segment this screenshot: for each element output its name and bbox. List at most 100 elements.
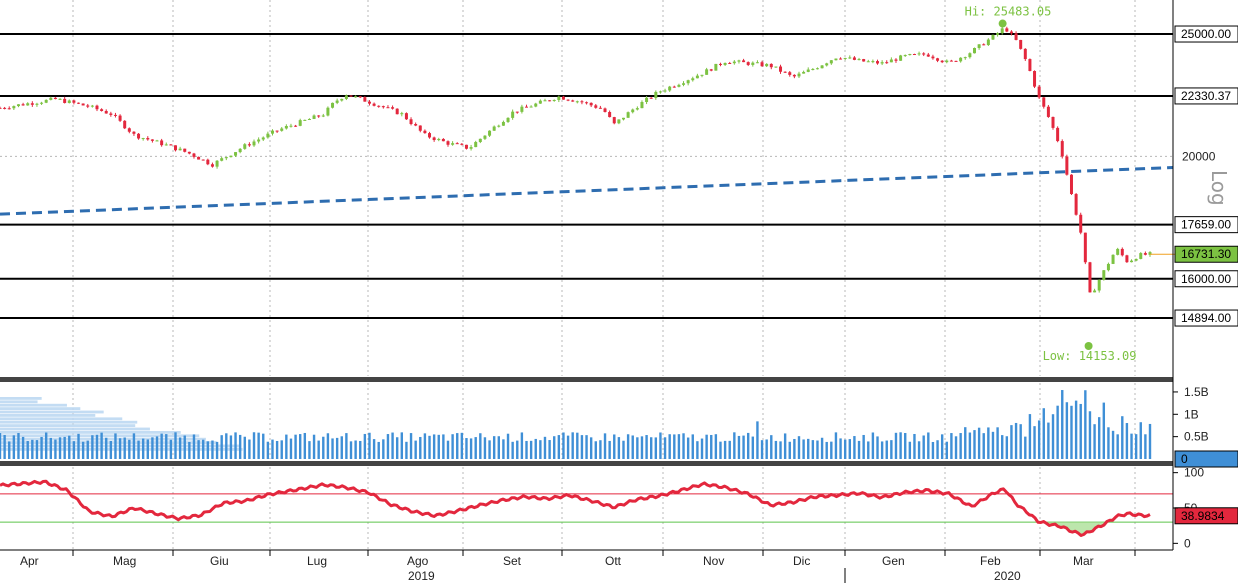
candle-body	[825, 63, 829, 66]
volume-bar	[839, 438, 842, 459]
candle-body	[908, 54, 912, 56]
year-label: 2019	[408, 569, 435, 583]
volume-bar	[516, 440, 519, 459]
candle-body	[871, 61, 875, 63]
volume-bar	[1084, 390, 1087, 459]
candle-body	[118, 115, 122, 121]
candle-body	[192, 153, 196, 157]
candle-body	[44, 99, 48, 103]
candle-body	[792, 74, 796, 77]
volume-bar	[1116, 434, 1119, 459]
candle-body	[1125, 255, 1129, 263]
volume-bar	[1102, 402, 1106, 459]
volume-bar	[820, 437, 824, 459]
candle-body	[344, 95, 348, 99]
candle-body	[931, 56, 935, 59]
rsi-last-tag-box	[1174, 507, 1238, 525]
volume-bars	[0, 390, 1152, 459]
candle-body	[1143, 253, 1147, 255]
volume-bar	[511, 441, 514, 459]
candle-body	[478, 138, 482, 143]
candle-body	[534, 103, 538, 107]
pane-separator-handle[interactable]	[0, 461, 1173, 466]
candle-body	[834, 58, 838, 61]
volume-profile-bar	[0, 427, 150, 431]
level-tag-box	[1174, 216, 1238, 234]
volume-profile-bar	[0, 400, 38, 404]
volume-bar	[1061, 390, 1064, 459]
candle-body	[585, 102, 589, 104]
volume-bar	[756, 421, 759, 459]
volume-bar	[266, 441, 270, 459]
volume-bar	[770, 435, 773, 459]
candle-body	[1106, 263, 1110, 271]
candle-body	[598, 107, 602, 109]
volume-bar	[853, 436, 856, 459]
volume-bar	[862, 434, 865, 459]
candle-body	[224, 157, 228, 159]
volume-bar	[991, 431, 995, 459]
volume-bar	[377, 441, 380, 459]
candle-body	[30, 103, 34, 105]
volume-bar	[825, 441, 828, 459]
candle-body	[511, 111, 515, 118]
volume-bar	[1134, 434, 1138, 459]
volume-bar	[571, 432, 574, 459]
volume-bar	[954, 436, 958, 459]
candle-body	[728, 62, 732, 64]
price-tick-label: 20000	[1182, 149, 1216, 163]
candle-body	[363, 97, 367, 102]
volume-bar	[589, 437, 593, 459]
high-label: Hi: 25483.05	[965, 5, 1052, 19]
volume-bar	[950, 433, 953, 459]
candle-body	[257, 139, 261, 142]
volume-bar	[234, 432, 237, 459]
candle-body	[1116, 248, 1120, 255]
volume-bar	[599, 440, 602, 459]
volume-bar	[109, 441, 113, 459]
volume-bar	[1093, 424, 1096, 459]
volume-tick-label: 1.5B	[1184, 385, 1209, 399]
candle-body	[677, 84, 681, 87]
candle-body	[839, 58, 843, 60]
volume-bar	[890, 440, 893, 459]
candle-body	[123, 120, 127, 129]
candle-body	[635, 108, 639, 110]
volume-bar	[1024, 436, 1027, 459]
candle-body	[788, 72, 792, 75]
volume-profile-bar	[0, 441, 217, 444]
volume-bar	[3, 435, 6, 459]
pane-separator-handle[interactable]	[0, 377, 1173, 382]
candle-body	[400, 113, 404, 115]
volume-bar	[710, 434, 713, 459]
candle-body	[381, 106, 385, 108]
year-label: 2020	[994, 569, 1021, 583]
candle-body	[1056, 127, 1060, 142]
volume-bar	[220, 435, 223, 459]
volume-bar	[206, 441, 210, 459]
candle-body	[155, 140, 159, 142]
volume-bar	[1010, 425, 1013, 459]
volume-bar	[456, 433, 459, 459]
candle-body	[857, 59, 861, 61]
high-marker	[998, 19, 1007, 28]
volume-profile-bar	[0, 397, 42, 400]
candle-body	[469, 147, 473, 149]
candle-body	[848, 57, 852, 59]
level-tag-text: 16000.00	[1181, 272, 1231, 286]
candle-body	[58, 98, 62, 100]
level-tag-box	[1174, 25, 1238, 43]
candle-body	[35, 103, 39, 105]
candle-body	[150, 139, 154, 141]
candlesticks	[0, 26, 1152, 293]
volume-pane: 1.5B 1B 0.5B 0	[0, 383, 1238, 468]
log-scale-label: Log	[1207, 170, 1231, 206]
volume-bar	[419, 436, 422, 459]
candle-body	[723, 62, 727, 65]
candle-body	[169, 144, 173, 146]
candle-body	[852, 57, 856, 60]
volume-bar	[359, 440, 362, 459]
volume-profile-bar	[0, 403, 67, 407]
candle-body	[49, 97, 53, 100]
volume-bar	[1065, 402, 1069, 459]
